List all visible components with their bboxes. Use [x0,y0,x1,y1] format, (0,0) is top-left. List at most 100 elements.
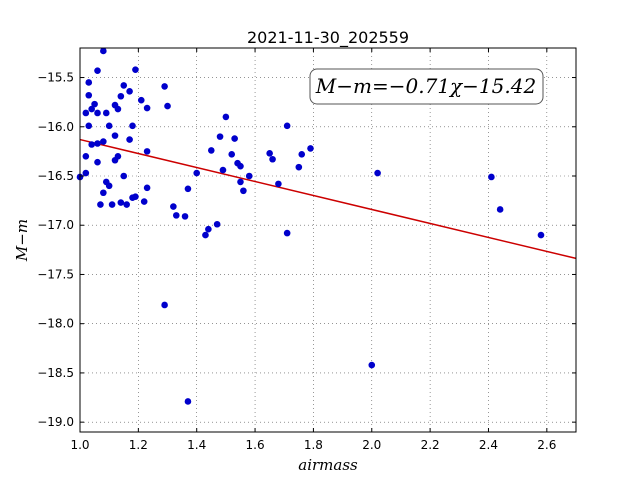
data-point [237,178,244,186]
y-tick-label: −18.0 [37,317,74,331]
data-point [126,88,133,95]
data-point [132,193,139,200]
data-point [143,104,151,112]
y-tick-label: −19.0 [37,415,74,429]
x-tick-label: 1.8 [304,438,323,452]
data-point [85,91,93,99]
data-point [82,109,90,117]
y-tick-label: −15.5 [37,71,74,85]
data-point [170,203,177,210]
data-point [228,151,236,158]
data-point [193,169,201,177]
plot-content [76,47,577,405]
data-point [181,213,189,220]
annotation-box [309,68,544,105]
data-point [137,96,145,104]
data-point [172,212,180,219]
data-point [82,153,90,160]
data-point [283,122,291,130]
data-point [161,301,168,309]
data-point [111,132,119,139]
data-point [140,198,148,205]
x-tick-label: 2.4 [479,438,498,452]
data-point [129,122,136,130]
data-point [105,122,113,130]
data-point [184,185,192,193]
data-point [105,182,113,190]
chart-title: 2021-11-30_202559 [247,28,409,48]
data-point [108,201,116,208]
data-point [202,231,209,239]
fit-line [79,138,577,260]
x-tick-label: 1.0 [70,438,89,452]
y-tick-label: −16.0 [37,120,74,134]
data-point [120,82,128,89]
data-point [161,83,168,90]
data-point [120,172,128,180]
data-point [117,199,125,206]
data-point [94,140,101,147]
data-point [368,361,376,369]
data-point [102,109,110,117]
data-point [94,67,101,74]
data-point [85,79,93,86]
fit-equation-text: M−m=−0.71χ−15.42 [315,74,536,98]
x-tick-label: 1.6 [246,438,265,452]
data-point [245,172,253,180]
data-point [94,158,101,166]
data-point [295,163,303,171]
data-point [374,169,381,177]
data-point [496,206,504,213]
data-point [222,113,230,121]
y-tick-label: −17.5 [37,267,74,281]
data-point [114,105,122,113]
data-point [82,169,90,177]
data-point [100,47,107,55]
data-point [269,155,276,163]
plot-frame [79,47,577,433]
data-point [88,141,95,148]
grid-lines [79,48,576,432]
data-point [537,231,545,239]
data-point [283,229,291,237]
y-tick-label: −18.5 [37,366,74,380]
data-point [240,187,247,195]
data-points [76,47,545,405]
x-axis-label: airmass [298,456,358,474]
data-point [231,135,238,142]
fit-equation-annotation: M−m=−0.71χ−15.42 [309,68,544,105]
data-point [143,184,151,192]
data-point [298,151,306,158]
data-point [132,66,139,73]
data-point [213,220,221,228]
data-point [307,145,314,152]
x-tick-label: 2.0 [362,438,381,452]
x-tick-label: 2.2 [421,438,440,452]
data-point [97,201,104,208]
data-point [184,398,192,405]
data-point [114,153,122,160]
data-point [275,180,282,188]
data-point [219,166,227,174]
data-point [216,133,224,140]
data-point [117,92,125,100]
data-point [143,148,151,155]
data-point [126,136,133,143]
x-tick-label: 1.4 [187,438,206,452]
x-tick-label: 1.2 [129,438,148,452]
y-axis-label: M−m [13,219,31,262]
data-point [237,162,244,170]
data-point [123,201,130,208]
data-point [205,225,212,233]
data-point [85,122,93,130]
data-point [266,150,273,157]
data-point [164,102,171,110]
data-point [88,105,95,113]
data-point [91,100,98,108]
y-tick-label: −17.0 [37,218,74,232]
data-point [488,173,495,181]
data-point [100,138,107,145]
data-point [100,189,107,197]
x-tick-label: 2.6 [537,438,556,452]
